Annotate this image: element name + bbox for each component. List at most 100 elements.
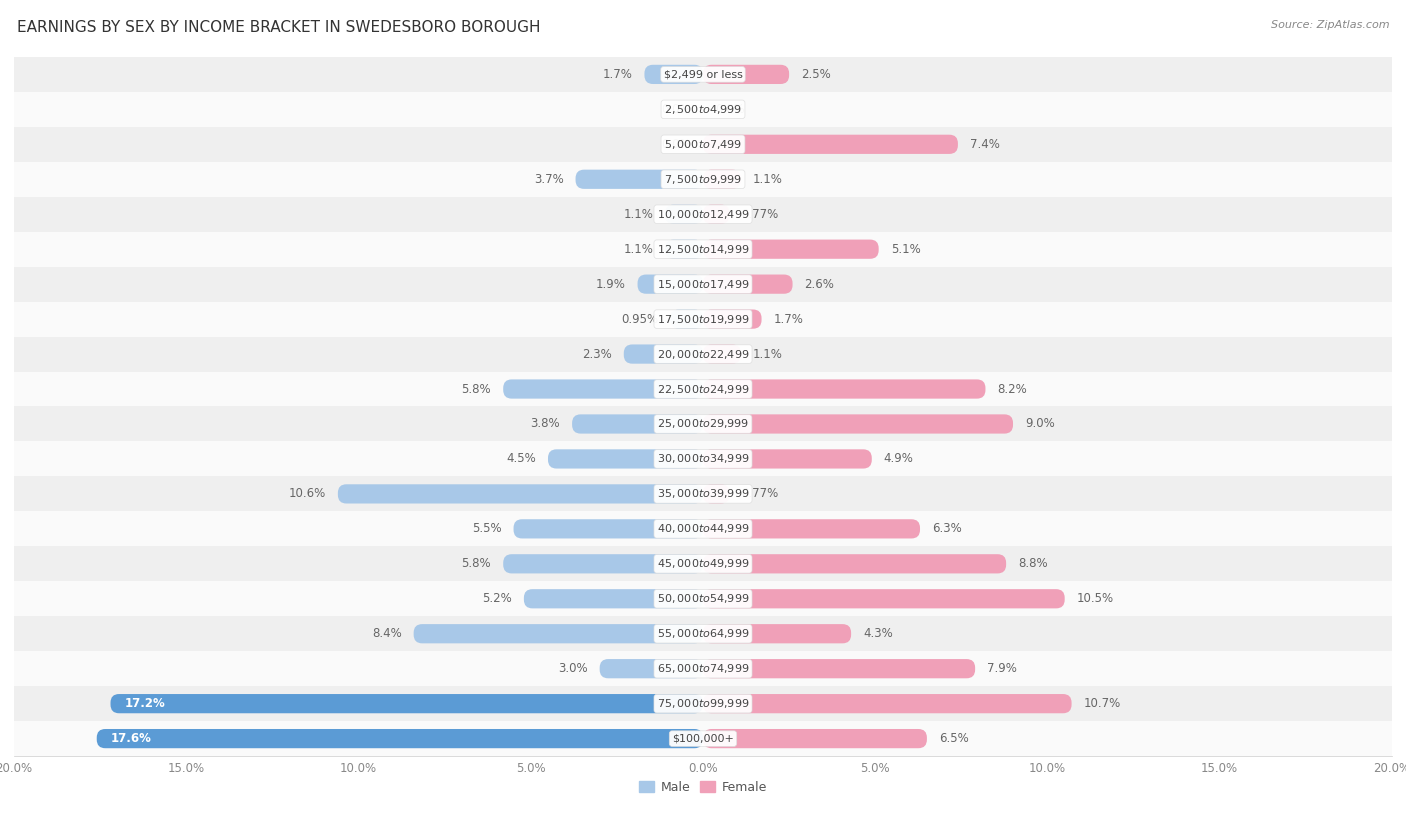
Text: 8.8%: 8.8% xyxy=(1018,558,1047,570)
Bar xyxy=(14,92,1392,127)
Text: 5.1%: 5.1% xyxy=(891,243,921,255)
Bar xyxy=(14,197,1392,232)
Text: 4.9%: 4.9% xyxy=(884,453,914,465)
FancyBboxPatch shape xyxy=(703,624,851,643)
Text: $35,000 to $39,999: $35,000 to $39,999 xyxy=(657,488,749,500)
Text: 4.5%: 4.5% xyxy=(506,453,536,465)
FancyBboxPatch shape xyxy=(637,275,703,293)
Text: 8.2%: 8.2% xyxy=(997,383,1028,395)
FancyBboxPatch shape xyxy=(703,694,1071,713)
FancyBboxPatch shape xyxy=(671,310,703,328)
Text: 3.7%: 3.7% xyxy=(534,173,564,185)
Bar xyxy=(14,406,1392,441)
FancyBboxPatch shape xyxy=(703,65,789,84)
FancyBboxPatch shape xyxy=(665,240,703,259)
FancyBboxPatch shape xyxy=(703,589,1064,608)
FancyBboxPatch shape xyxy=(703,135,957,154)
Text: EARNINGS BY SEX BY INCOME BRACKET IN SWEDESBORO BOROUGH: EARNINGS BY SEX BY INCOME BRACKET IN SWE… xyxy=(17,20,540,35)
FancyBboxPatch shape xyxy=(703,310,762,328)
FancyBboxPatch shape xyxy=(703,380,986,398)
FancyBboxPatch shape xyxy=(111,694,703,713)
Text: $17,500 to $19,999: $17,500 to $19,999 xyxy=(657,313,749,325)
FancyBboxPatch shape xyxy=(503,380,703,398)
Text: 5.5%: 5.5% xyxy=(472,523,502,535)
Text: 5.8%: 5.8% xyxy=(461,383,491,395)
Text: 7.9%: 7.9% xyxy=(987,663,1017,675)
Text: $12,500 to $14,999: $12,500 to $14,999 xyxy=(657,243,749,255)
Text: 17.2%: 17.2% xyxy=(124,698,165,710)
Text: Source: ZipAtlas.com: Source: ZipAtlas.com xyxy=(1271,20,1389,30)
FancyBboxPatch shape xyxy=(703,729,927,748)
Bar xyxy=(14,721,1392,756)
FancyBboxPatch shape xyxy=(703,450,872,468)
Bar xyxy=(14,372,1392,406)
Text: $5,000 to $7,499: $5,000 to $7,499 xyxy=(664,138,742,150)
Text: 3.8%: 3.8% xyxy=(530,418,560,430)
Text: 10.7%: 10.7% xyxy=(1084,698,1121,710)
Bar xyxy=(14,267,1392,302)
Bar xyxy=(14,232,1392,267)
Text: $10,000 to $12,499: $10,000 to $12,499 xyxy=(657,208,749,220)
Bar xyxy=(14,651,1392,686)
Text: $55,000 to $64,999: $55,000 to $64,999 xyxy=(657,628,749,640)
Text: 6.5%: 6.5% xyxy=(939,733,969,745)
FancyBboxPatch shape xyxy=(703,345,741,363)
FancyBboxPatch shape xyxy=(703,659,976,678)
Text: $20,000 to $22,499: $20,000 to $22,499 xyxy=(657,348,749,360)
Bar xyxy=(14,546,1392,581)
Text: 8.4%: 8.4% xyxy=(371,628,402,640)
Bar xyxy=(14,616,1392,651)
Text: 1.1%: 1.1% xyxy=(623,243,652,255)
Text: 6.3%: 6.3% xyxy=(932,523,962,535)
FancyBboxPatch shape xyxy=(548,450,703,468)
FancyBboxPatch shape xyxy=(703,554,1007,573)
Text: 1.1%: 1.1% xyxy=(754,348,783,360)
Text: $45,000 to $49,999: $45,000 to $49,999 xyxy=(657,558,749,570)
Text: 17.6%: 17.6% xyxy=(111,733,152,745)
Bar xyxy=(14,581,1392,616)
Text: $7,500 to $9,999: $7,500 to $9,999 xyxy=(664,173,742,185)
Bar xyxy=(14,337,1392,372)
Text: 9.0%: 9.0% xyxy=(1025,418,1054,430)
FancyBboxPatch shape xyxy=(624,345,703,363)
Bar xyxy=(14,511,1392,546)
Bar xyxy=(14,476,1392,511)
Text: 0.0%: 0.0% xyxy=(661,138,690,150)
Text: $75,000 to $99,999: $75,000 to $99,999 xyxy=(657,698,749,710)
FancyBboxPatch shape xyxy=(337,485,703,503)
Text: $2,500 to $4,999: $2,500 to $4,999 xyxy=(664,103,742,115)
Text: 2.6%: 2.6% xyxy=(804,278,835,290)
Bar xyxy=(14,441,1392,476)
Text: $100,000+: $100,000+ xyxy=(672,733,734,744)
Text: 10.6%: 10.6% xyxy=(288,488,326,500)
Text: 0.0%: 0.0% xyxy=(716,103,745,115)
Text: $25,000 to $29,999: $25,000 to $29,999 xyxy=(657,418,749,430)
Bar xyxy=(14,162,1392,197)
Text: 2.3%: 2.3% xyxy=(582,348,612,360)
FancyBboxPatch shape xyxy=(413,624,703,643)
Text: 4.3%: 4.3% xyxy=(863,628,893,640)
FancyBboxPatch shape xyxy=(644,65,703,84)
Legend: Male, Female: Male, Female xyxy=(634,776,772,799)
Text: 7.4%: 7.4% xyxy=(970,138,1000,150)
FancyBboxPatch shape xyxy=(97,729,703,748)
Text: 1.7%: 1.7% xyxy=(603,68,633,80)
Text: 0.77%: 0.77% xyxy=(741,488,779,500)
Bar xyxy=(14,57,1392,92)
Bar xyxy=(14,127,1392,162)
Text: $2,499 or less: $2,499 or less xyxy=(664,69,742,80)
FancyBboxPatch shape xyxy=(572,415,703,433)
FancyBboxPatch shape xyxy=(703,415,1012,433)
Text: $15,000 to $17,499: $15,000 to $17,499 xyxy=(657,278,749,290)
FancyBboxPatch shape xyxy=(503,554,703,573)
FancyBboxPatch shape xyxy=(703,275,793,293)
Text: 0.95%: 0.95% xyxy=(621,313,658,325)
Text: 1.1%: 1.1% xyxy=(754,173,783,185)
Text: 1.7%: 1.7% xyxy=(773,313,803,325)
FancyBboxPatch shape xyxy=(703,205,730,224)
Text: $65,000 to $74,999: $65,000 to $74,999 xyxy=(657,663,749,675)
Text: $22,500 to $24,999: $22,500 to $24,999 xyxy=(657,383,749,395)
Bar xyxy=(14,302,1392,337)
FancyBboxPatch shape xyxy=(599,659,703,678)
Text: 5.8%: 5.8% xyxy=(461,558,491,570)
